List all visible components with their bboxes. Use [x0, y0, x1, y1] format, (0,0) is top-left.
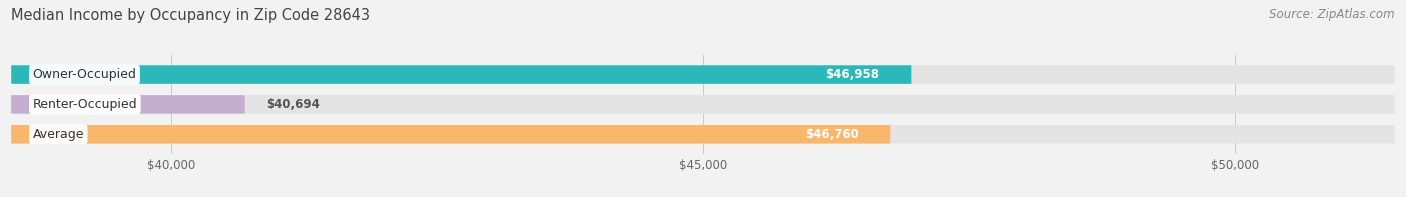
FancyBboxPatch shape	[11, 95, 245, 114]
Text: Median Income by Occupancy in Zip Code 28643: Median Income by Occupancy in Zip Code 2…	[11, 8, 370, 23]
Text: $46,760: $46,760	[804, 128, 859, 141]
FancyBboxPatch shape	[11, 65, 1395, 84]
Text: $40,694: $40,694	[266, 98, 321, 111]
FancyBboxPatch shape	[11, 125, 890, 143]
FancyBboxPatch shape	[11, 65, 911, 84]
FancyBboxPatch shape	[11, 125, 1395, 143]
FancyBboxPatch shape	[11, 95, 1395, 114]
Text: $46,958: $46,958	[825, 68, 879, 81]
Text: Average: Average	[32, 128, 84, 141]
Text: Renter-Occupied: Renter-Occupied	[32, 98, 138, 111]
Text: Owner-Occupied: Owner-Occupied	[32, 68, 136, 81]
Text: Source: ZipAtlas.com: Source: ZipAtlas.com	[1270, 8, 1395, 21]
